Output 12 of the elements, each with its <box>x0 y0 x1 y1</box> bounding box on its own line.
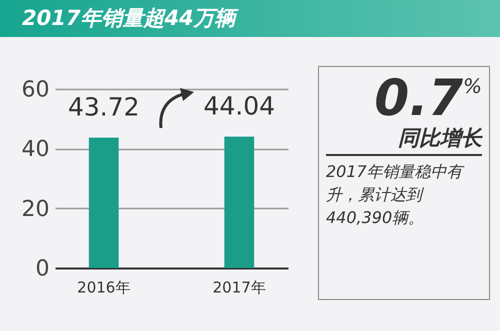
text: 同比增长 <box>326 125 482 156</box>
text: 0.7$^{%}$ <box>373 69 482 127</box>
y-tick-label: 0 <box>36 256 50 282</box>
y-tick-label: 60 <box>22 78 50 102</box>
x-tick-label: 2017年 <box>212 278 266 296</box>
x-tick-label: 2016年 <box>77 278 130 296</box>
chart-title: 2017年销量超44万辆 <box>0 0 500 37</box>
data-label: 44.04 <box>203 92 276 121</box>
y-tick-label: 40 <box>22 137 50 162</box>
text: 2017年销量稳中有升，累计达到440,390辆。 <box>326 161 466 229</box>
data-label: 43.72 <box>68 92 140 122</box>
y-tick-label: 20 <box>22 196 50 222</box>
